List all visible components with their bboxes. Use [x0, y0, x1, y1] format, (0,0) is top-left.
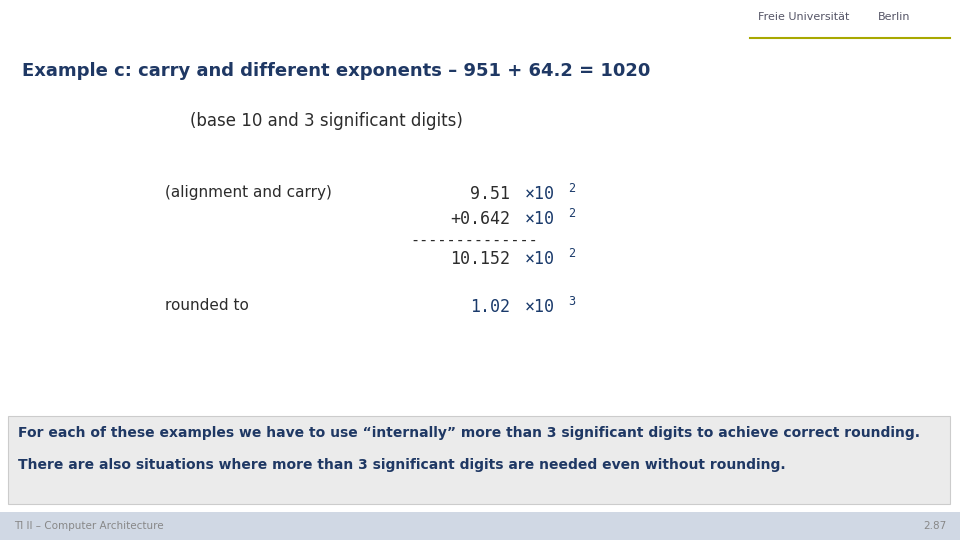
- Text: +0.642: +0.642: [450, 210, 510, 228]
- Text: 2: 2: [568, 182, 575, 195]
- Text: There are also situations where more than 3 significant digits are needed even w: There are also situations where more tha…: [18, 458, 785, 472]
- Text: Freie Universität: Freie Universität: [758, 12, 850, 22]
- Text: 2: 2: [568, 207, 575, 220]
- Text: 3: 3: [568, 295, 575, 308]
- Text: (base 10 and 3 significant digits): (base 10 and 3 significant digits): [190, 112, 463, 130]
- Text: ×10: ×10: [525, 250, 555, 268]
- Text: rounded to: rounded to: [165, 298, 249, 313]
- Text: --------------: --------------: [410, 233, 538, 248]
- Text: ×10: ×10: [525, 185, 555, 203]
- Text: 2: 2: [568, 247, 575, 260]
- Bar: [0, 512, 960, 540]
- Text: ×10: ×10: [525, 298, 555, 316]
- Text: Example c: carry and different exponents – 951 + 64.2 = 1020: Example c: carry and different exponents…: [22, 62, 650, 80]
- Text: 10.152: 10.152: [450, 250, 510, 268]
- Text: 1.02: 1.02: [470, 298, 510, 316]
- Text: TI II – Computer Architecture: TI II – Computer Architecture: [14, 521, 163, 531]
- Text: 2.87: 2.87: [923, 521, 946, 531]
- Text: ×10: ×10: [525, 210, 555, 228]
- Text: For each of these examples we have to use “internally” more than 3 significant d: For each of these examples we have to us…: [18, 426, 920, 440]
- FancyBboxPatch shape: [8, 416, 950, 504]
- Text: Berlin: Berlin: [878, 12, 910, 22]
- Text: (alignment and carry): (alignment and carry): [165, 185, 332, 200]
- Text: 9.51: 9.51: [470, 185, 510, 203]
